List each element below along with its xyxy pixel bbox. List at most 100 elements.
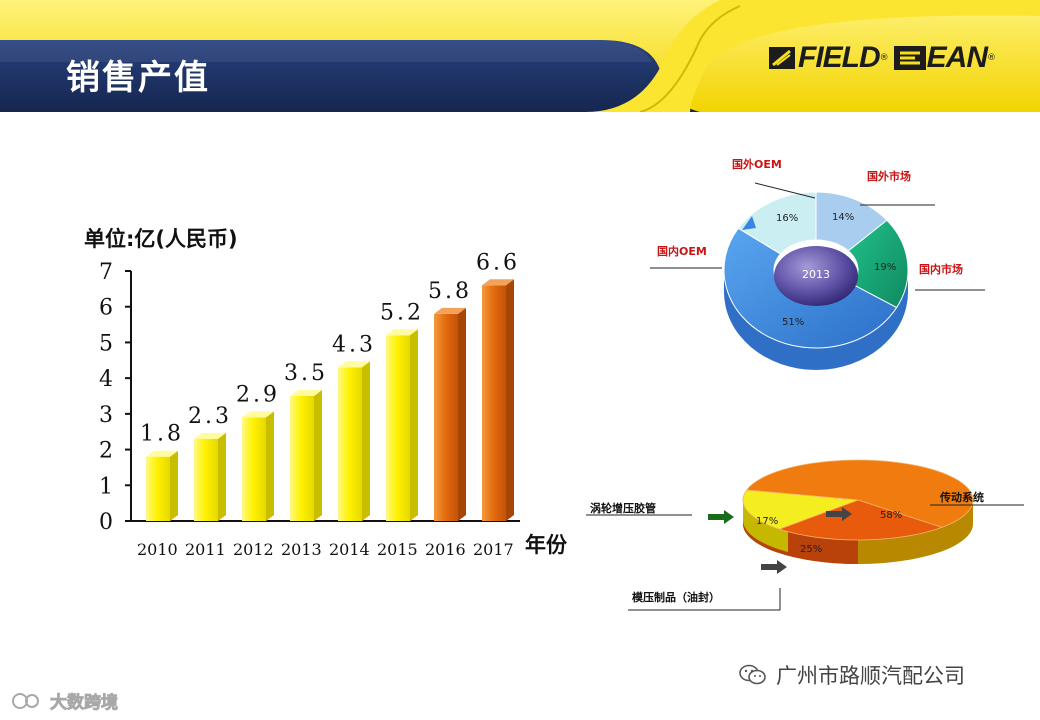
bar-2016 — [434, 307, 466, 521]
bar-2015 — [386, 329, 418, 521]
y-tick-label: 2 — [99, 439, 113, 464]
bar-side — [218, 432, 226, 521]
wechat-account: 广州市路顺汽配公司 — [738, 660, 965, 690]
donut-slice-percent: 51% — [782, 317, 804, 328]
bar-value-label: 2.3 — [188, 404, 232, 429]
bar-chart-x-axis-title: 年份 — [525, 533, 567, 557]
donut-center-disc — [774, 246, 858, 306]
wechat-icon — [739, 664, 766, 685]
bar-front — [194, 438, 218, 521]
bar-side — [362, 361, 370, 521]
pie-slice-percent: 58% — [880, 510, 902, 521]
donut-callout-label: 国外市场 — [867, 169, 911, 183]
watermark-text: 大数跨境 — [50, 693, 119, 714]
x-tick-label: 2014 — [329, 540, 370, 559]
bar-side — [506, 279, 514, 521]
donut-callout-label: 国内市场 — [919, 262, 963, 276]
donut-slice-percent: 14% — [832, 212, 854, 223]
bar-front — [146, 456, 170, 521]
bar-top — [290, 390, 322, 396]
bar-value-label: 2.9 — [236, 382, 280, 407]
donut-center-label: 2013 — [802, 268, 830, 281]
header-banner: 销售产值 FIELD ® EAN ® — [0, 0, 1040, 113]
bar-top — [242, 411, 274, 418]
bar-front — [338, 367, 362, 521]
pie-slice-传动系统 — [745, 459, 974, 528]
logo-registered-mark: ® — [879, 53, 889, 63]
x-tick-label: 2017 — [473, 540, 514, 559]
arrow-right-icon — [826, 507, 852, 521]
bar-2010 — [146, 450, 178, 521]
y-tick-label: 1 — [99, 474, 113, 499]
pie-slice-percent: 17% — [756, 516, 778, 527]
bar-top — [386, 329, 418, 336]
donut-callout-line — [754, 182, 816, 199]
field-logo-icon — [769, 47, 795, 69]
bar-side — [170, 450, 178, 521]
bar-top — [194, 432, 226, 439]
bar-value-label: 1.8 — [140, 422, 184, 447]
bar-top — [482, 279, 514, 286]
y-tick-label: 4 — [99, 367, 113, 392]
x-tick-label: 2010 — [137, 540, 178, 559]
bar-value-label: 5.2 — [380, 300, 424, 325]
bar-chart-unit-label: 单位:亿(人民币) — [84, 227, 238, 251]
page-title: 销售产值 — [66, 58, 210, 98]
donut-slice-国外OEM — [737, 191, 817, 255]
arrow-right-icon — [761, 560, 787, 574]
y-tick-label: 3 — [99, 403, 113, 428]
bar-2013 — [290, 390, 322, 521]
watermark-logo-icon — [12, 692, 39, 709]
bar-front — [434, 313, 458, 521]
bar-top — [338, 361, 370, 368]
bar-value-label: 4.3 — [332, 332, 376, 357]
donut-arrow-icon — [742, 216, 756, 230]
donut-callout-label: 国外OEM — [732, 157, 782, 171]
bar-top — [146, 450, 178, 457]
bar-front — [386, 335, 410, 521]
pie-slice-percent: 25% — [800, 544, 822, 555]
logo-registered-mark-2: ® — [987, 53, 997, 63]
bar-2014 — [338, 361, 370, 521]
arrow-right-icon — [708, 510, 734, 524]
bar-value-label: 3.5 — [284, 361, 328, 386]
watermark: 大数跨境 — [10, 688, 118, 713]
bar-value-label: 5.8 — [428, 279, 472, 304]
company-logo: FIELD ® EAN ® — [768, 40, 996, 76]
x-tick-label: 2015 — [377, 540, 418, 559]
donut-slice-percent: 16% — [776, 213, 798, 224]
bar-front — [290, 396, 314, 521]
logo-text-ean: EAN — [926, 41, 988, 74]
bar-value-label: 6.6 — [476, 250, 520, 275]
pie-callout-label: 涡轮增压胶管 — [590, 501, 656, 515]
bar-2012 — [242, 411, 274, 521]
donut-slice-percent: 19% — [874, 262, 896, 273]
ean-logo-icon — [893, 46, 926, 70]
bar-side — [266, 411, 274, 521]
donut-callout-label: 国内OEM — [657, 244, 707, 258]
x-tick-label: 2011 — [185, 540, 226, 559]
pie-side-left — [743, 500, 858, 564]
y-tick-label: 6 — [99, 296, 113, 321]
bar-front — [482, 285, 506, 521]
bar-side — [410, 329, 418, 521]
header-background — [0, 0, 1040, 113]
logo-text-field: FIELD — [798, 41, 881, 74]
x-tick-label: 2016 — [425, 540, 466, 559]
bar-side — [458, 307, 466, 521]
donut-rim — [724, 270, 908, 370]
wechat-account-name: 广州市路顺汽配公司 — [776, 664, 965, 688]
y-tick-label: 0 — [99, 510, 113, 535]
pie-callout-label: 模压制品（油封） — [632, 590, 720, 604]
bar-front — [242, 417, 266, 521]
y-tick-label: 7 — [99, 260, 113, 285]
pie-slice-涡轮增压胶管 — [742, 489, 859, 530]
pie-slice-模压制品(油封) — [778, 499, 944, 541]
x-tick-label: 2012 — [233, 540, 274, 559]
bar-side — [314, 390, 322, 521]
pie-callout-label: 传动系统 — [939, 490, 984, 504]
bar-2017 — [482, 279, 514, 521]
